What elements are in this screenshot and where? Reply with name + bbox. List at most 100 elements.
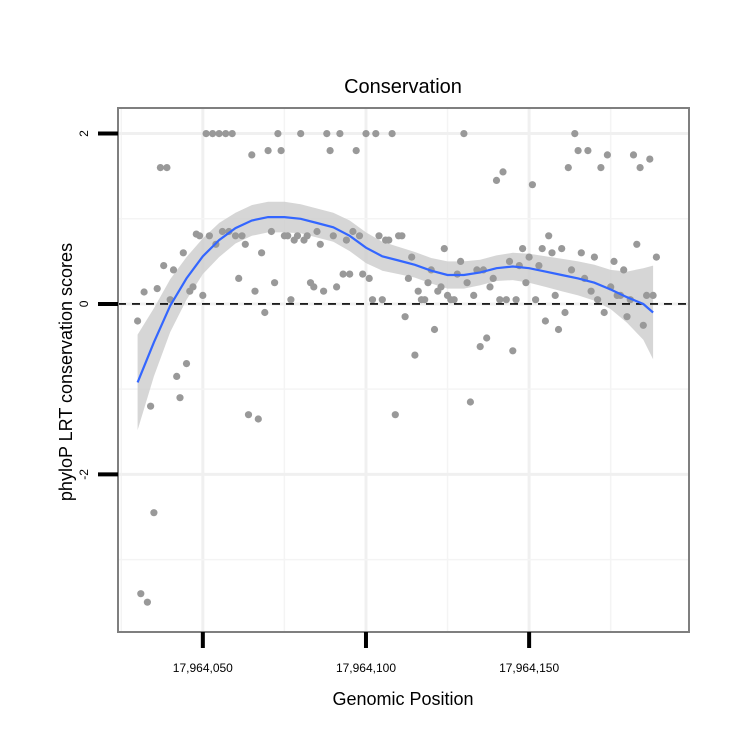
data-point (460, 130, 468, 138)
data-point (222, 130, 230, 138)
data-point (202, 130, 210, 138)
data-point (179, 249, 187, 257)
data-point (457, 257, 465, 265)
data-point (408, 253, 416, 261)
loess-curve (136, 216, 654, 383)
y-axis-title: phyloP LRT conservation scores (56, 243, 76, 501)
data-point (241, 240, 249, 248)
data-point (440, 245, 448, 253)
data-point (584, 147, 592, 155)
y-tick-label: 2 (77, 130, 91, 137)
data-point (652, 253, 661, 261)
data-point (365, 274, 373, 282)
data-point (150, 509, 158, 517)
y-axis-ticks: -2 0 2 (77, 130, 118, 480)
data-point (169, 266, 178, 274)
confidence-band-area (137, 201, 654, 431)
data-point (620, 266, 628, 274)
data-point (368, 296, 377, 304)
data-point (391, 411, 399, 419)
data-point (231, 232, 240, 240)
data-point (597, 164, 605, 172)
data-point (528, 181, 537, 189)
chart-title: Conservation (344, 76, 462, 98)
data-point (218, 227, 226, 236)
data-point (538, 245, 546, 253)
data-point (470, 291, 478, 299)
data-point (209, 130, 217, 138)
data-point (352, 147, 360, 155)
data-point (251, 287, 259, 295)
data-point (424, 279, 432, 287)
data-point (182, 360, 191, 368)
data-point (134, 317, 142, 325)
x-axis-title: Genomic Position (332, 689, 473, 709)
data-point (143, 598, 151, 606)
data-point (316, 240, 324, 248)
data-point (336, 130, 344, 138)
data-point (502, 296, 510, 304)
data-point (636, 164, 644, 172)
data-point (355, 232, 364, 240)
data-point (310, 283, 318, 291)
data-point (639, 321, 647, 329)
data-point (509, 347, 517, 355)
data-point (372, 130, 380, 138)
data-point (564, 164, 572, 172)
data-point (492, 176, 501, 184)
data-point (587, 287, 595, 295)
data-point (623, 313, 631, 321)
data-point (339, 270, 347, 278)
data-point (147, 402, 155, 410)
data-point (633, 240, 641, 248)
data-point (163, 164, 171, 172)
data-point (199, 291, 207, 299)
data-point (577, 249, 585, 257)
data-point (261, 308, 269, 317)
data-point (284, 232, 292, 240)
data-point (329, 232, 337, 240)
data-point (359, 270, 367, 278)
data-point (160, 262, 168, 270)
data-point (264, 147, 272, 155)
data-point (610, 257, 618, 265)
data-point (258, 249, 266, 257)
data-point (421, 296, 429, 304)
data-point (600, 308, 608, 317)
data-point (293, 232, 302, 240)
data-point (554, 325, 563, 334)
data-point (385, 236, 393, 244)
data-point (238, 232, 246, 240)
data-point (590, 253, 599, 261)
data-point (196, 232, 204, 240)
data-point (153, 285, 161, 293)
data-point (646, 155, 654, 163)
data-point (649, 291, 657, 299)
data-point (551, 291, 559, 299)
data-point (437, 283, 445, 291)
data-point (274, 130, 282, 138)
y-tick-label: 0 (77, 300, 91, 307)
data-point (375, 232, 383, 240)
data-point (176, 394, 184, 402)
data-point (541, 317, 550, 325)
data-point (254, 415, 262, 423)
data-point (313, 227, 321, 236)
data-point (594, 296, 602, 304)
x-tick-label: 17,964,050 (173, 661, 233, 675)
data-point (189, 283, 197, 291)
data-point (215, 130, 223, 138)
data-point (303, 232, 311, 240)
data-points (134, 130, 661, 606)
data-point (466, 398, 474, 406)
data-point (561, 308, 569, 317)
data-point (235, 274, 243, 282)
data-point (450, 296, 458, 304)
data-point (571, 130, 579, 138)
data-point (414, 287, 422, 295)
data-point (643, 291, 651, 299)
data-point (486, 283, 494, 291)
data-point (401, 313, 409, 321)
data-point (567, 266, 576, 274)
